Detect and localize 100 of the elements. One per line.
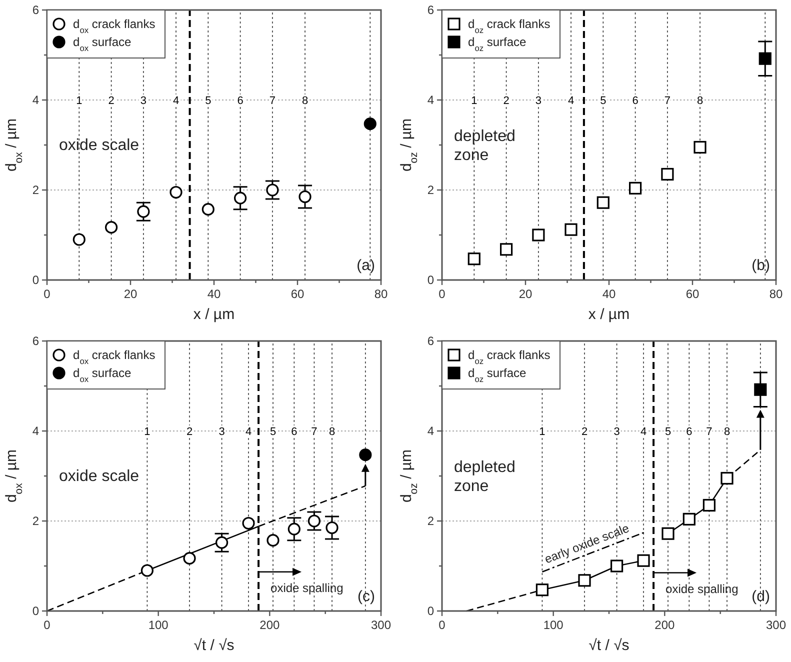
- annotation: 4: [640, 426, 647, 438]
- annotation: (c): [358, 588, 375, 605]
- annotation: oxide scale: [59, 137, 140, 154]
- annotation: 2: [503, 95, 510, 107]
- annotation: 5: [205, 95, 212, 107]
- point: [610, 560, 624, 572]
- x-tick-label: 60: [290, 287, 304, 301]
- point: [288, 522, 300, 536]
- point: [758, 52, 772, 65]
- point: [596, 196, 610, 209]
- annotation: 6: [291, 426, 298, 438]
- y-tick-label: 2: [32, 514, 40, 528]
- y-tick-label: 4: [427, 93, 434, 107]
- x-axis-title: √t / √s: [588, 637, 630, 654]
- annotation: 1: [144, 426, 150, 438]
- legend-label: d$_{ox}$ surface: [73, 366, 132, 384]
- point: [702, 498, 716, 512]
- y-tick-label: 4: [32, 93, 40, 107]
- annotation: 3: [535, 95, 542, 107]
- x-tick-label: 200: [654, 618, 675, 632]
- legend-label: d$_{ox}$ surface: [73, 35, 132, 53]
- annotation: 6: [686, 426, 692, 438]
- point: [754, 383, 767, 396]
- point: [637, 554, 650, 567]
- annotation: 7: [664, 95, 671, 107]
- point: [629, 182, 642, 194]
- y-tick-label: 4: [32, 424, 40, 438]
- y-tick-label: 6: [427, 334, 434, 348]
- annotation: early oxide scale: [542, 520, 632, 566]
- y-tick-label: 2: [427, 183, 434, 197]
- point: [500, 243, 513, 256]
- point: [242, 516, 255, 530]
- x-tick-label: 60: [686, 287, 700, 301]
- annotation: oxide scale: [59, 468, 140, 485]
- annotation: 1: [76, 95, 82, 107]
- y-tick-label: 0: [427, 273, 434, 287]
- point: [364, 118, 376, 130]
- y-tick-label: 2: [427, 514, 434, 528]
- annotation: depleted zone: [454, 459, 516, 495]
- x-tick-label: 80: [374, 287, 388, 301]
- annotation: 4: [172, 95, 180, 107]
- annotation: 7: [311, 426, 318, 438]
- y-tick-label: 2: [32, 183, 40, 197]
- legend-label: d$_{oz}$ surface: [468, 366, 527, 384]
- annotation: 8: [328, 426, 336, 438]
- x-tick-label: 300: [766, 618, 786, 632]
- point: [662, 527, 674, 540]
- point: [682, 512, 696, 526]
- legend-label: d$_{oz}$ crack flanks: [468, 17, 550, 35]
- x-tick-label: 20: [518, 287, 532, 301]
- point: [202, 203, 214, 216]
- annotation: 4: [245, 426, 252, 438]
- annotation: 1: [539, 426, 546, 438]
- y-tick-label: 6: [427, 3, 434, 17]
- x-tick-label: 80: [769, 287, 783, 301]
- annotation: 5: [600, 95, 606, 107]
- annotation: 2: [186, 426, 193, 438]
- annotation: 7: [269, 95, 276, 107]
- point: [694, 140, 706, 154]
- point: [266, 534, 280, 547]
- annotation: (a): [356, 257, 375, 274]
- x-tick-label: 0: [44, 618, 51, 632]
- annotation: (d): [752, 588, 770, 605]
- x-axis-title: x / µm: [193, 306, 235, 323]
- x-tick-label: 300: [370, 618, 392, 632]
- point: [661, 168, 674, 181]
- y-tick-label: 0: [427, 604, 434, 618]
- annotation: 7: [706, 426, 712, 438]
- annotation: 6: [632, 95, 638, 107]
- annotation: oxide spalling: [270, 580, 344, 595]
- x-axis-title: x / µm: [588, 306, 630, 323]
- point: [578, 574, 591, 587]
- legend-label: d$_{ox}$ crack flanks: [73, 17, 156, 35]
- y-tick-label: 6: [32, 334, 40, 348]
- point: [720, 472, 734, 485]
- point: [104, 221, 118, 234]
- x-tick-label: 0: [438, 618, 446, 632]
- point: [183, 552, 196, 565]
- annotation: 4: [568, 95, 574, 107]
- x-axis-title: √t / √s: [194, 637, 234, 654]
- point: [326, 521, 338, 534]
- x-tick-label: 40: [207, 287, 221, 301]
- annotation: 8: [302, 95, 308, 107]
- annotation: 2: [108, 95, 114, 107]
- x-tick-label: 0: [44, 287, 51, 301]
- point: [234, 192, 247, 204]
- point: [359, 448, 372, 462]
- x-tick-label: 40: [602, 287, 616, 301]
- x-tick-label: 100: [148, 618, 169, 632]
- x-tick-label: 100: [543, 618, 564, 632]
- x-tick-label: 200: [260, 618, 280, 632]
- y-tick-label: 0: [32, 273, 40, 287]
- point: [72, 233, 86, 246]
- y-tick-label: 4: [427, 424, 434, 438]
- point: [468, 252, 480, 266]
- annotation: 2: [581, 426, 588, 438]
- annotation: depleted zone: [454, 128, 516, 164]
- legend-label: d$_{ox}$ crack flanks: [73, 348, 156, 366]
- annotation: 8: [696, 95, 704, 107]
- y-tick-label: 0: [32, 604, 40, 618]
